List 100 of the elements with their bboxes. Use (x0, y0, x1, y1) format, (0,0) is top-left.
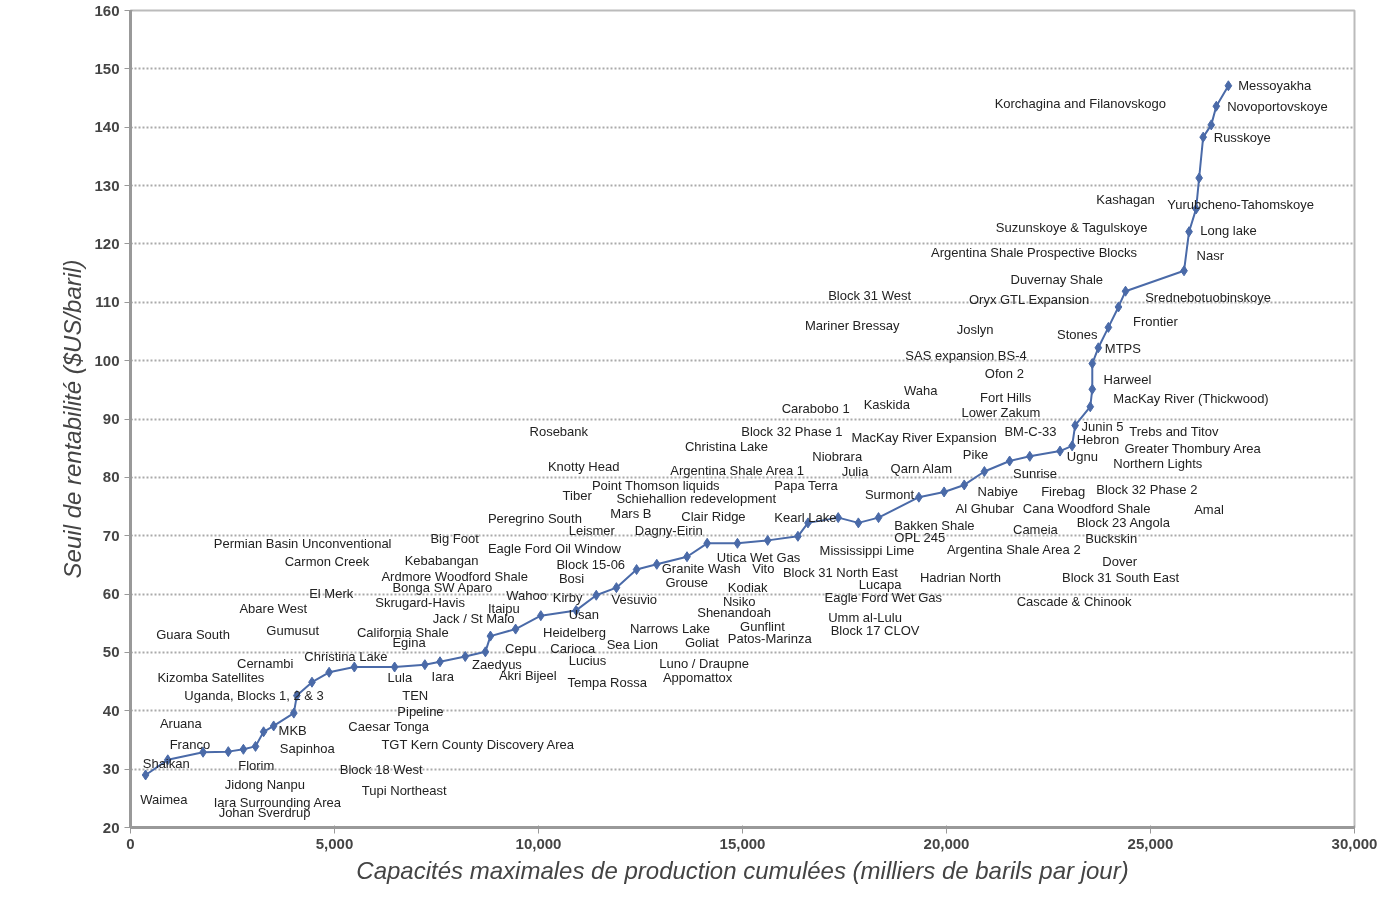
annotation: Uganda, Blocks 1, 2 & 3 (184, 687, 324, 703)
annotation: Skrugard-Havis (375, 594, 466, 610)
annotation: Al Ghubar (955, 500, 1015, 516)
annotation: Aruana (159, 716, 203, 732)
annotation: Nasr (1196, 248, 1225, 264)
annotation: MacKay River (Thickwood) (1113, 391, 1269, 407)
annotation: Niobrara (812, 449, 863, 465)
annotation: Block 18 West (339, 761, 424, 777)
annotation: Argentina Shale Area 1 (670, 462, 804, 478)
annotation: Permian Basin Unconventional (213, 535, 392, 551)
point (269, 720, 278, 732)
point (251, 740, 260, 752)
annotation: Lower Zakum (961, 404, 1041, 420)
annotation: Kaskida (863, 396, 911, 412)
annotation: Long lake (1200, 222, 1257, 238)
annotation: Buckskin (1085, 530, 1138, 546)
annotation: BM-C-33 (1004, 423, 1057, 439)
annotation: Florim (238, 757, 275, 773)
x-tick-label: 20,000 (923, 834, 970, 852)
point (632, 564, 641, 576)
annotation: Junin 5 (1081, 418, 1124, 434)
point (461, 651, 470, 663)
annotation: SAS expansion BS-4 (905, 347, 1027, 363)
annotation: MKB (278, 722, 307, 738)
annotation: Surmont (864, 486, 915, 502)
annotation: Qarn Alam (890, 461, 953, 477)
y-axis-title: Seuil de rentabilité ($US/baril) (59, 259, 87, 579)
annotation: Iara (431, 668, 455, 684)
annotation: Oryx GTL Expansion (968, 292, 1090, 308)
point (763, 534, 772, 546)
point (511, 623, 520, 635)
annotation: Cascade & Chinook (1016, 593, 1133, 609)
annotation: Nabiye (977, 484, 1018, 500)
y-tick-label: 50 (102, 643, 120, 661)
annotation: Srednebotuobinskoye (1145, 289, 1271, 305)
annotation: Sunrise (1013, 466, 1058, 482)
annotation: Bosi (558, 570, 585, 586)
annotation: Frontier (1132, 314, 1179, 330)
annotation: Abare West (239, 601, 308, 617)
x-tick-label: 10,000 (515, 834, 562, 852)
annotation: Harweel (1103, 372, 1152, 388)
annotation: El Merk (309, 585, 354, 601)
point (536, 610, 545, 622)
annotation: Stones (1057, 326, 1099, 342)
annotation: Cana Woodford Shale (1022, 500, 1151, 516)
point (1199, 131, 1208, 143)
annotation: Russkoye (1213, 130, 1271, 146)
annotation: Kizomba Satellites (157, 670, 265, 686)
annotation: Tiber (562, 488, 593, 504)
point (652, 558, 661, 570)
point (1212, 100, 1221, 112)
annotation: Sapinhoa (279, 740, 336, 756)
point (239, 743, 248, 755)
annotation: Block 15-06 (556, 556, 626, 572)
annotation: Kirby (552, 589, 583, 605)
point (141, 769, 150, 781)
annotation: MacKay River Expansion (851, 430, 997, 446)
y-tick-label: 80 (102, 468, 120, 486)
annotation: Julia (841, 463, 870, 479)
annotation: Korchagina and Filanovskogo (994, 96, 1166, 112)
annotation: Block 31 West (828, 288, 912, 304)
annotation: Cernambi (236, 655, 294, 671)
annotation: Kebabangan (404, 552, 479, 568)
annotation: Appomattox (662, 670, 733, 686)
annotation: Hadrian North (919, 570, 1001, 585)
annotation: Cepu (505, 641, 537, 657)
annotation: Argentina Shale Area 2 (946, 542, 1081, 558)
annotation: Block 17 CLOV (830, 623, 920, 639)
y-tick-label: 100 (94, 351, 120, 369)
annotation: Franco (169, 736, 211, 752)
y-tick-label: 120 (94, 234, 120, 252)
point (1086, 401, 1095, 413)
point (259, 726, 268, 738)
annotation: Usan (568, 606, 600, 622)
annotation: Firebag (1041, 484, 1086, 500)
annotation: Goliat (684, 635, 720, 651)
annotation: Narrows Lake (629, 620, 711, 636)
y-tick-label: 30 (102, 760, 120, 778)
annotation: Gumusut (266, 623, 320, 639)
annotation: Messoyakha (1238, 78, 1312, 94)
annotation: Caesar Tonga (348, 718, 430, 734)
annotation: Rosebank (529, 423, 589, 439)
annotation: Fort Hills (979, 390, 1032, 406)
point (1224, 80, 1233, 92)
point (874, 512, 883, 524)
y-tick-label: 150 (94, 59, 120, 77)
point (1025, 450, 1034, 462)
annotation: TGT Kern County Discovery Area (381, 736, 575, 752)
annotation: Egina (392, 635, 427, 651)
point (1094, 342, 1103, 354)
annotation: Carmon Creek (284, 554, 370, 570)
y-tick-label: 130 (94, 176, 120, 194)
annotation: Guara South (156, 627, 230, 643)
annotation: Knotty Head (547, 458, 620, 474)
annotation: Pike (962, 446, 989, 462)
point (1005, 455, 1014, 467)
annotation: Block 32 Phase 2 (1096, 481, 1198, 497)
y-tick-label: 40 (102, 701, 120, 719)
y-tick-label: 110 (95, 293, 120, 311)
annotation: Mars B (610, 506, 652, 522)
